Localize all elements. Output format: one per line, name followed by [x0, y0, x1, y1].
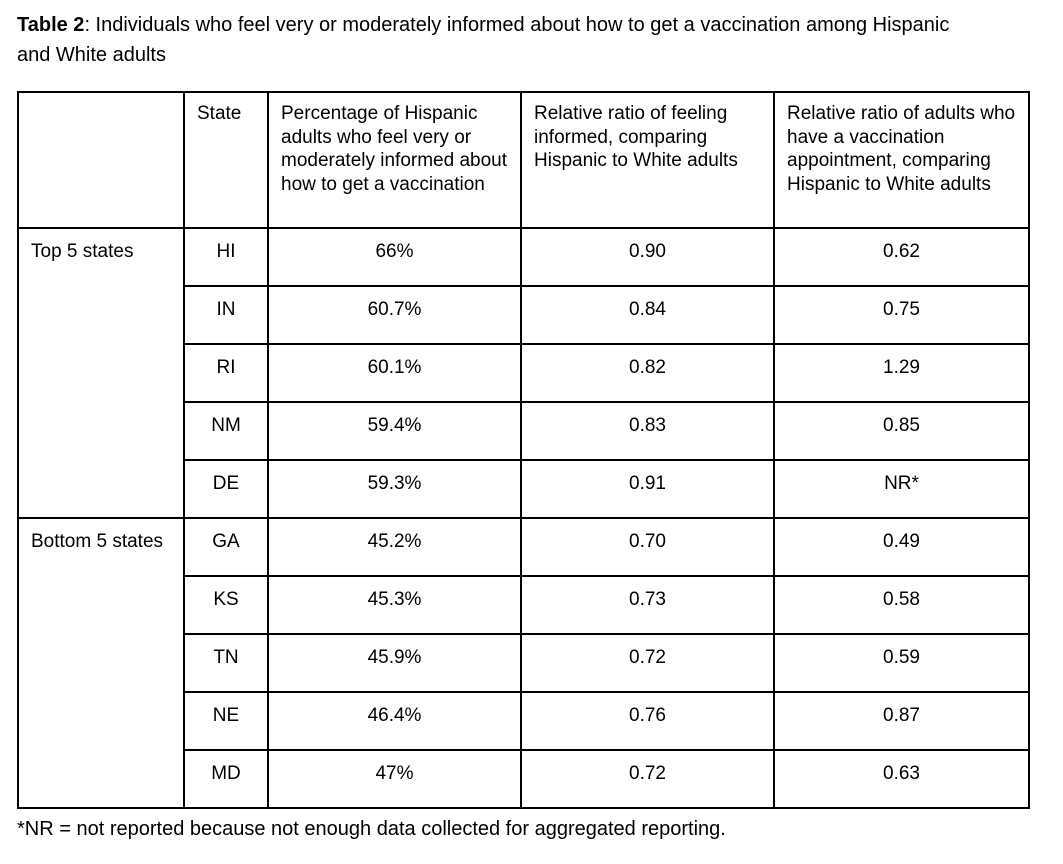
- pct-cell: 45.2%: [267, 517, 522, 577]
- ratio-appointment-cell: 0.75: [773, 285, 1030, 345]
- table-footnote: *NR = not reported because not enough da…: [17, 816, 1029, 842]
- ratio-informed-cell: 0.73: [520, 575, 775, 635]
- ratio-informed-cell: 0.90: [520, 227, 775, 287]
- table-row: NM 59.4% 0.83 0.85: [18, 401, 1030, 461]
- ratio-appointment-cell: NR*: [773, 459, 1030, 519]
- ratio-informed-cell: 0.72: [520, 633, 775, 693]
- table-row: TN 45.9% 0.72 0.59: [18, 633, 1030, 693]
- state-cell: RI: [183, 343, 269, 403]
- table-row: MD 47% 0.72 0.63: [18, 749, 1030, 809]
- header-ratio-informed: Relative ratio of feeling informed, comp…: [520, 91, 775, 229]
- header-row: State Percentage of Hispanic adults who …: [17, 91, 1030, 229]
- ratio-appointment-cell: 0.58: [773, 575, 1030, 635]
- table-row: Bottom 5 states GA 45.2% 0.70 0.49: [17, 517, 1030, 809]
- header-state: State: [183, 91, 269, 229]
- state-cell: IN: [183, 285, 269, 345]
- ratio-appointment-cell: 0.87: [773, 691, 1030, 751]
- data-table: State Percentage of Hispanic adults who …: [17, 91, 1030, 809]
- header-group: [17, 91, 185, 229]
- state-cell: TN: [183, 633, 269, 693]
- state-cell: DE: [183, 459, 269, 519]
- pct-cell: 66%: [267, 227, 522, 287]
- table-row: KS 45.3% 0.73 0.58: [18, 575, 1030, 635]
- footnote-marker: *: [17, 818, 25, 840]
- state-cell: NE: [183, 691, 269, 751]
- table-row: Top 5 states HI 66% 0.90 0.62: [17, 227, 1030, 519]
- pct-cell: 45.9%: [267, 633, 522, 693]
- ratio-informed-cell: 0.76: [520, 691, 775, 751]
- pct-cell: 60.1%: [267, 343, 522, 403]
- ratio-appointment-cell: 0.62: [773, 227, 1030, 287]
- ratio-appointment-cell: 0.85: [773, 401, 1030, 461]
- ratio-appointment-cell: 0.49: [773, 517, 1030, 577]
- ratio-informed-cell: 0.83: [520, 401, 775, 461]
- ratio-informed-cell: 0.70: [520, 517, 775, 577]
- state-cell: HI: [183, 227, 269, 287]
- ratio-informed-cell: 0.82: [520, 343, 775, 403]
- header-pct-informed: Percentage of Hispanic adults who feel v…: [267, 91, 522, 229]
- ratio-informed-cell: 0.84: [520, 285, 775, 345]
- state-cell: GA: [183, 517, 269, 577]
- row-group-label-bottom5: Bottom 5 states: [17, 517, 185, 809]
- table-title-label: Table 2: [17, 14, 85, 36]
- row-group-label-top5: Top 5 states: [17, 227, 185, 519]
- ratio-appointment-cell: 1.29: [773, 343, 1030, 403]
- state-cell: MD: [183, 749, 269, 809]
- pct-cell: 45.3%: [267, 575, 522, 635]
- pct-cell: 46.4%: [267, 691, 522, 751]
- pct-cell: 59.4%: [267, 401, 522, 461]
- ratio-informed-cell: 0.91: [520, 459, 775, 519]
- footnote-text: NR = not reported because not enough dat…: [24, 818, 726, 840]
- header-ratio-appointment: Relative ratio of adults who have a vacc…: [773, 91, 1030, 229]
- table-row: NE 46.4% 0.76 0.87: [18, 691, 1030, 751]
- table-title-text: : Individuals who feel very or moderatel…: [17, 14, 950, 66]
- pct-cell: 60.7%: [267, 285, 522, 345]
- ratio-informed-cell: 0.72: [520, 749, 775, 809]
- state-cell: KS: [183, 575, 269, 635]
- ratio-appointment-cell: 0.63: [773, 749, 1030, 809]
- ratio-appointment-cell: 0.59: [773, 633, 1030, 693]
- table-row: IN 60.7% 0.84 0.75: [18, 285, 1030, 345]
- table-row: RI 60.1% 0.82 1.29: [18, 343, 1030, 403]
- table-title: Table 2: Individuals who feel very or mo…: [17, 10, 982, 70]
- document-page: Table 2: Individuals who feel very or mo…: [17, 10, 1030, 842]
- state-cell: NM: [183, 401, 269, 461]
- pct-cell: 47%: [267, 749, 522, 809]
- pct-cell: 59.3%: [267, 459, 522, 519]
- table-row: DE 59.3% 0.91 NR*: [18, 459, 1030, 519]
